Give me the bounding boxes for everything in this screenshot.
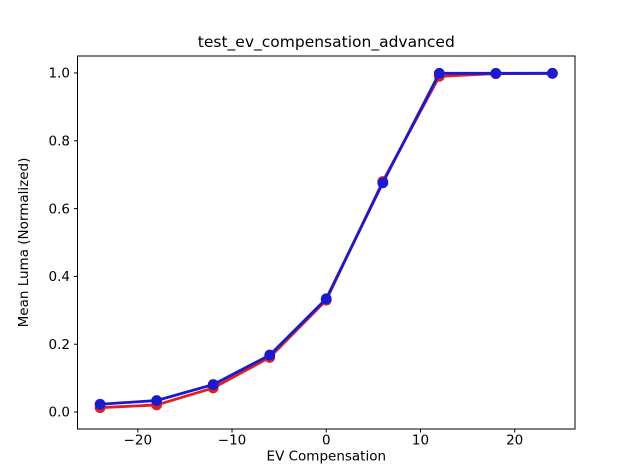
blue-line-marker	[94, 398, 106, 410]
x-axis-label: EV Compensation	[267, 449, 387, 465]
y-tick-label: 0.4	[49, 269, 70, 285]
y-tick-label: 0.6	[49, 201, 70, 217]
blue-line-marker	[207, 379, 219, 390]
axes-frame	[77, 55, 576, 430]
blue-line-marker	[320, 293, 332, 305]
chart-title: test_ev_compensation_advanced	[198, 33, 455, 52]
blue-line-marker	[377, 177, 389, 189]
blue-line-marker	[151, 395, 163, 406]
x-tick-label: 20	[506, 433, 523, 449]
blue-line-marker	[546, 67, 558, 79]
y-axis-label: Mean Luma (Normalized)	[16, 158, 32, 328]
blue-line-marker	[490, 67, 502, 79]
x-tick-label: −10	[218, 433, 247, 449]
y-tick-label: 0.0	[49, 405, 70, 421]
blue-line	[98, 71, 554, 406]
x-tick-label: 0	[322, 433, 331, 449]
red-line	[98, 71, 554, 410]
y-tick-label: 0.2	[49, 337, 70, 353]
x-tick-label: −20	[124, 433, 153, 449]
blue-line-marker	[433, 67, 445, 79]
y-tick-label: 0.8	[49, 133, 70, 149]
x-tick-label: 10	[412, 433, 429, 449]
plot-area: −20 −10 0 10 20 0.0 0.2 0.4 0.6 0.8 1.0	[49, 55, 576, 449]
y-tick-label: 1.0	[49, 66, 70, 82]
blue-line-marker	[264, 349, 276, 361]
